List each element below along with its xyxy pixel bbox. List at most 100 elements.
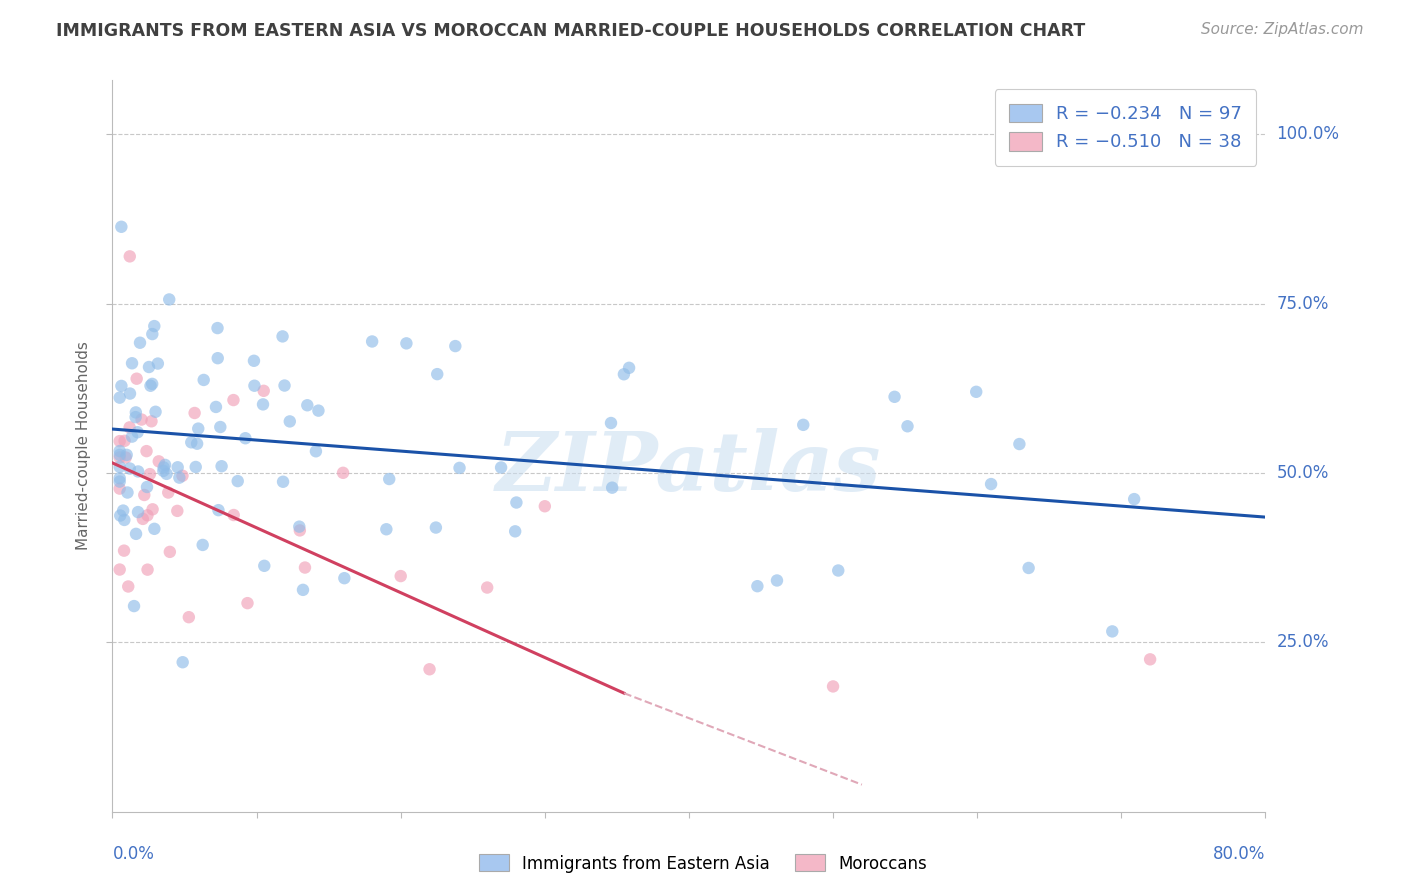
Point <box>827 564 849 578</box>
Point <box>965 384 987 399</box>
Point <box>118 420 141 434</box>
Point <box>288 519 311 533</box>
Point <box>166 504 188 518</box>
Point <box>766 574 789 588</box>
Point <box>117 485 139 500</box>
Text: 0.0%: 0.0% <box>112 845 155 863</box>
Point <box>108 448 131 462</box>
Point <box>503 524 526 539</box>
Point <box>152 460 174 475</box>
Point <box>131 412 153 426</box>
Point <box>141 376 163 391</box>
Text: 80.0%: 80.0% <box>1213 845 1265 863</box>
Point <box>127 465 149 479</box>
Point <box>821 680 844 694</box>
Point <box>136 480 159 494</box>
Point <box>108 444 131 458</box>
Point <box>142 502 165 516</box>
Point <box>1008 437 1031 451</box>
Point <box>108 434 131 449</box>
Point <box>134 488 156 502</box>
Text: 50.0%: 50.0% <box>1277 464 1329 482</box>
Point <box>1123 492 1146 507</box>
Point <box>505 495 527 509</box>
Point <box>425 520 447 534</box>
Point <box>375 522 398 536</box>
Point <box>236 596 259 610</box>
Text: 25.0%: 25.0% <box>1277 633 1329 651</box>
Point <box>108 459 131 474</box>
Point <box>157 485 180 500</box>
Point <box>108 482 131 496</box>
Point <box>1101 624 1123 639</box>
Text: ZIPatlas: ZIPatlas <box>496 428 882 508</box>
Point <box>110 379 132 393</box>
Point <box>108 450 131 465</box>
Point <box>489 460 512 475</box>
Point <box>118 386 141 401</box>
Point <box>124 410 146 425</box>
Point <box>191 538 214 552</box>
Point <box>980 477 1002 491</box>
Point <box>184 460 207 475</box>
Point <box>332 466 354 480</box>
Point <box>118 249 141 263</box>
Point <box>273 378 295 392</box>
Point <box>294 560 316 574</box>
Point <box>252 397 274 411</box>
Point <box>132 512 155 526</box>
Point <box>271 329 294 343</box>
Point <box>125 405 148 419</box>
Point <box>166 460 188 475</box>
Point <box>145 405 167 419</box>
Point <box>222 508 245 522</box>
Point <box>1139 652 1161 666</box>
Point <box>449 461 471 475</box>
Point <box>118 461 141 475</box>
Point <box>153 458 176 472</box>
Point <box>136 563 159 577</box>
Point <box>243 378 266 392</box>
Point <box>271 475 294 489</box>
Point <box>112 513 135 527</box>
Point <box>205 400 228 414</box>
Point <box>115 448 138 462</box>
Point <box>157 293 180 307</box>
Point <box>1018 561 1040 575</box>
Point <box>226 474 249 488</box>
Point <box>426 367 449 381</box>
Point <box>122 599 145 613</box>
Point <box>288 524 311 538</box>
Point <box>183 406 205 420</box>
Point <box>110 508 132 523</box>
Y-axis label: Married-couple Households: Married-couple Households <box>76 342 91 550</box>
Point <box>121 356 143 370</box>
Point <box>143 319 166 334</box>
Point <box>110 219 132 234</box>
Point <box>395 336 418 351</box>
Point <box>138 359 160 374</box>
Point <box>333 571 356 585</box>
Point <box>419 662 441 676</box>
Point <box>108 471 131 485</box>
Point <box>117 580 139 594</box>
Point <box>108 475 131 489</box>
Point <box>235 431 257 445</box>
Point <box>211 459 233 474</box>
Point <box>187 422 209 436</box>
Text: 75.0%: 75.0% <box>1277 294 1329 313</box>
Point <box>792 417 814 432</box>
Point <box>125 372 148 386</box>
Point <box>135 444 157 458</box>
Point <box>129 335 152 350</box>
Point <box>146 357 169 371</box>
Point <box>291 582 314 597</box>
Point <box>172 468 194 483</box>
Point <box>747 579 769 593</box>
Point <box>169 470 191 484</box>
Point <box>141 414 163 428</box>
Text: 100.0%: 100.0% <box>1277 126 1340 144</box>
Point <box>186 436 208 450</box>
Point <box>207 351 229 366</box>
Point <box>444 339 467 353</box>
